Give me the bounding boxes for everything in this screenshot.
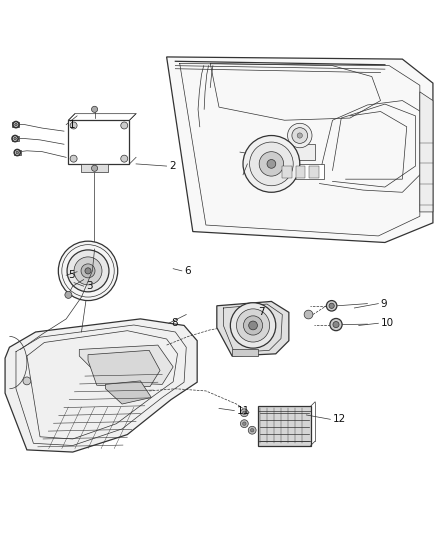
Circle shape — [230, 303, 276, 348]
Circle shape — [92, 165, 98, 171]
Circle shape — [70, 122, 77, 129]
Text: 5: 5 — [68, 270, 75, 280]
Text: 10: 10 — [381, 318, 394, 328]
Circle shape — [240, 409, 248, 417]
Text: 3: 3 — [86, 281, 92, 291]
Circle shape — [333, 321, 339, 328]
Polygon shape — [166, 57, 433, 243]
Polygon shape — [309, 166, 319, 178]
Polygon shape — [254, 144, 315, 159]
Circle shape — [237, 309, 270, 342]
Text: 2: 2 — [169, 161, 175, 171]
Circle shape — [121, 155, 128, 162]
Circle shape — [74, 257, 102, 285]
Circle shape — [292, 128, 307, 143]
Polygon shape — [258, 406, 311, 446]
Circle shape — [244, 316, 263, 335]
Circle shape — [243, 422, 246, 425]
Polygon shape — [12, 136, 18, 141]
Polygon shape — [232, 350, 258, 356]
Circle shape — [58, 241, 118, 301]
Circle shape — [304, 310, 313, 319]
Text: 12: 12 — [332, 414, 346, 424]
Circle shape — [297, 133, 302, 138]
Polygon shape — [280, 164, 324, 179]
Polygon shape — [81, 164, 108, 172]
Polygon shape — [217, 302, 289, 356]
Text: 1: 1 — [68, 119, 75, 130]
Circle shape — [12, 135, 18, 142]
Circle shape — [121, 122, 128, 129]
Circle shape — [14, 149, 20, 156]
Circle shape — [330, 318, 342, 330]
Circle shape — [23, 377, 31, 385]
Polygon shape — [14, 150, 21, 155]
Circle shape — [13, 122, 19, 128]
Text: 9: 9 — [381, 298, 387, 309]
Circle shape — [67, 250, 109, 292]
Polygon shape — [420, 92, 433, 212]
Text: 11: 11 — [237, 406, 250, 416]
Circle shape — [92, 106, 98, 112]
Circle shape — [240, 420, 248, 427]
Polygon shape — [5, 319, 197, 452]
Circle shape — [14, 123, 17, 126]
Polygon shape — [79, 345, 173, 384]
Circle shape — [329, 303, 334, 309]
Circle shape — [14, 138, 16, 140]
Circle shape — [243, 135, 300, 192]
Circle shape — [326, 301, 337, 311]
Circle shape — [70, 155, 77, 162]
Circle shape — [267, 159, 276, 168]
Circle shape — [250, 142, 293, 185]
Text: 6: 6 — [184, 266, 191, 276]
Polygon shape — [68, 120, 130, 164]
Circle shape — [243, 411, 246, 415]
Polygon shape — [296, 166, 305, 178]
Polygon shape — [106, 381, 151, 404]
Circle shape — [288, 123, 312, 148]
Circle shape — [81, 264, 95, 278]
Circle shape — [65, 292, 72, 298]
Circle shape — [16, 151, 18, 154]
Text: 7: 7 — [258, 308, 265, 317]
Circle shape — [248, 426, 256, 434]
Circle shape — [85, 268, 91, 274]
Polygon shape — [283, 166, 292, 178]
Circle shape — [249, 321, 258, 330]
Polygon shape — [12, 123, 19, 127]
Circle shape — [251, 429, 254, 432]
Circle shape — [259, 152, 284, 176]
Text: 8: 8 — [171, 318, 177, 328]
Polygon shape — [88, 350, 160, 386]
